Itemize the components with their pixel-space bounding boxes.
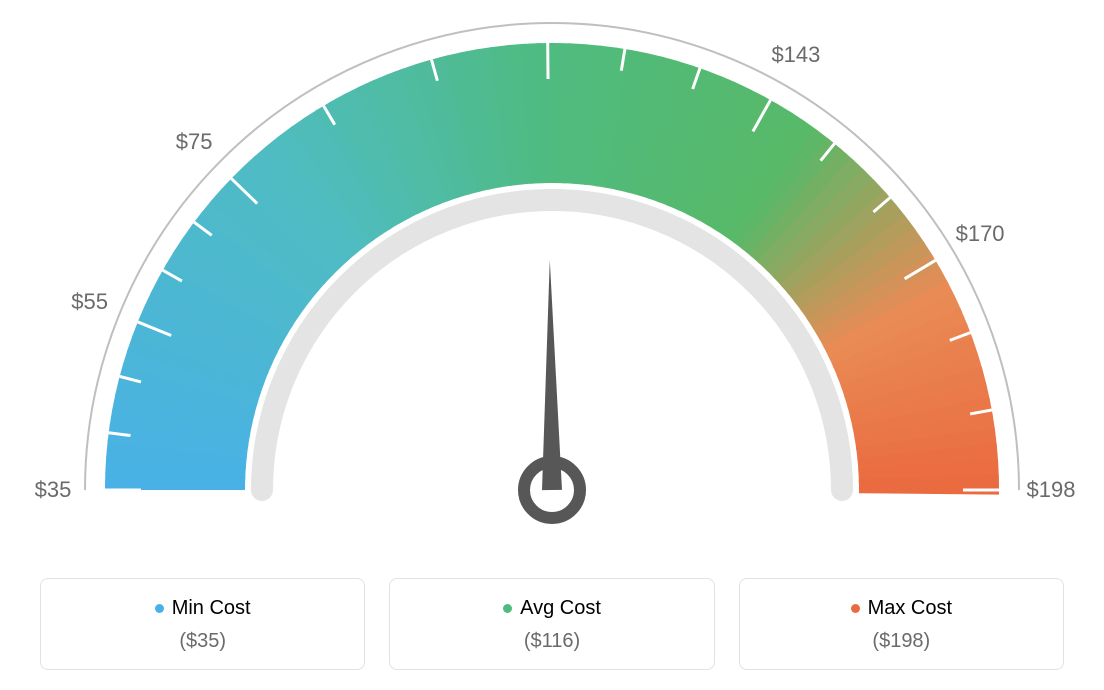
- legend-dot-max: [851, 604, 860, 613]
- cost-gauge: $35 $55 $75 $116 $143 $170 $198: [0, 0, 1104, 560]
- legend-dot-avg: [503, 604, 512, 613]
- gauge-tick-label: $55: [71, 289, 108, 315]
- gauge-tick-label: $35: [35, 477, 72, 503]
- legend-title-avg: Avg Cost: [400, 597, 703, 620]
- gauge-tick-label: $198: [1027, 477, 1076, 503]
- legend-value-max: ($198): [750, 630, 1053, 653]
- legend-row: Min Cost ($35) Avg Cost ($116) Max Cost …: [40, 578, 1064, 670]
- legend-label-min: Min Cost: [172, 597, 251, 619]
- gauge-tick-label: $75: [176, 129, 213, 155]
- gauge-tick-label: $170: [956, 221, 1005, 247]
- legend-label-avg: Avg Cost: [520, 597, 601, 619]
- legend-title-max: Max Cost: [750, 597, 1053, 620]
- legend-value-min: ($35): [51, 630, 354, 653]
- legend-label-max: Max Cost: [868, 597, 952, 619]
- legend-title-min: Min Cost: [51, 597, 354, 620]
- legend-value-avg: ($116): [400, 630, 703, 653]
- legend-dot-min: [155, 604, 164, 613]
- gauge-tick-label: $143: [771, 42, 820, 68]
- gauge-svg: [0, 0, 1104, 560]
- legend-card-min: Min Cost ($35): [40, 578, 365, 670]
- legend-card-avg: Avg Cost ($116): [389, 578, 714, 670]
- gauge-tick-label: $116: [524, 0, 571, 4]
- legend-card-max: Max Cost ($198): [739, 578, 1064, 670]
